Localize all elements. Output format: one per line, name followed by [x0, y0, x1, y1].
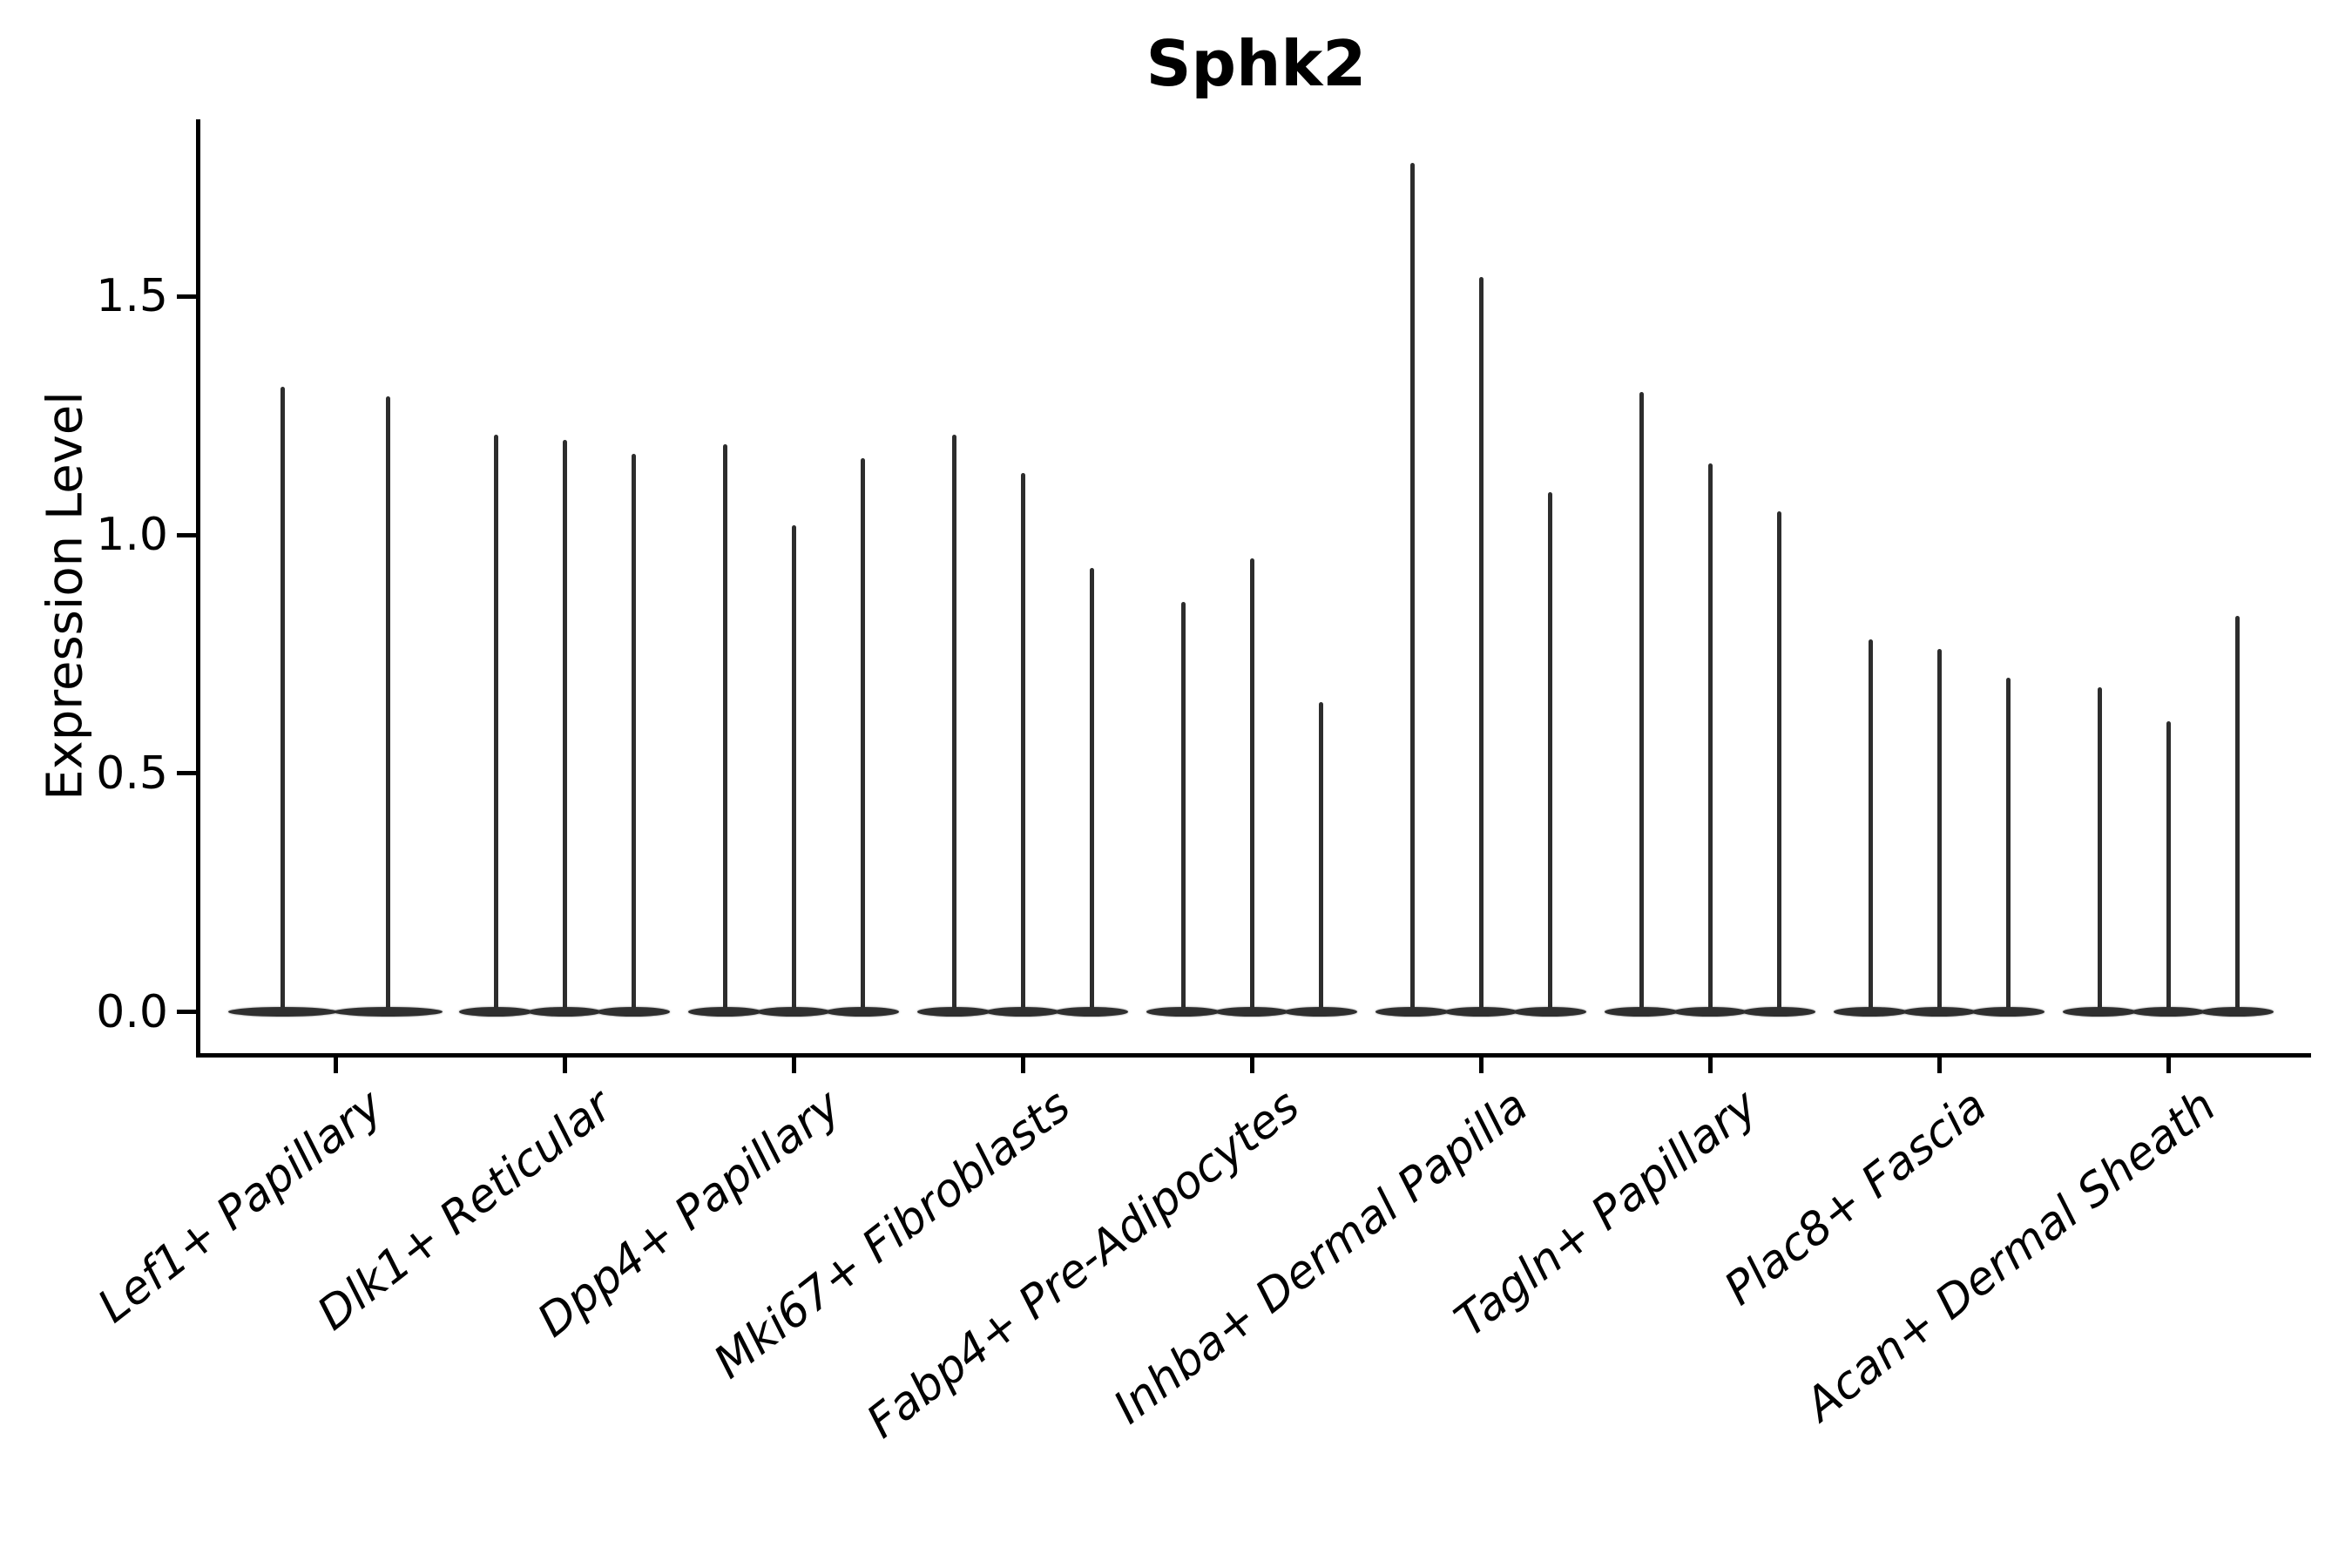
violin-base [2200, 1007, 2274, 1017]
violin-needle [860, 458, 865, 1012]
x-tick-mark [562, 1053, 567, 1073]
violin-needle [1249, 558, 1254, 1012]
y-tick-label: 0.0 [96, 985, 168, 1038]
x-tick-mark [1020, 1053, 1025, 1073]
y-tick-label: 1.5 [96, 270, 168, 323]
x-tick-label: Acan+ Dermal Sheath [1795, 1079, 2226, 1432]
violin-base [1903, 1007, 1976, 1017]
violin-base [688, 1007, 761, 1017]
violin-base [986, 1007, 1059, 1017]
violin-base [528, 1007, 601, 1017]
x-tick-mark [1936, 1053, 1942, 1073]
x-tick-label: Inhba+ Dermal Papilla [1105, 1079, 1538, 1435]
violin-needle [1776, 510, 1781, 1012]
violin-base [228, 1007, 337, 1017]
violin-base [1605, 1007, 1678, 1017]
y-tick-label: 0.5 [96, 747, 168, 800]
violin-base [597, 1007, 670, 1017]
violin-needle [2234, 616, 2240, 1012]
chart-title: Sphk2 [1146, 27, 1367, 100]
x-tick-mark [333, 1053, 338, 1073]
violin-needle [791, 525, 796, 1012]
x-tick-mark [1707, 1053, 1713, 1073]
y-tick-mark [177, 532, 198, 537]
violin-base [1146, 1007, 1220, 1017]
violin-needle [2166, 720, 2171, 1012]
violin-base [459, 1007, 532, 1017]
violin-needle [1020, 472, 1025, 1012]
violin-base [1284, 1007, 1357, 1017]
violin-needle [1868, 639, 1873, 1012]
violin-needle [1180, 601, 1186, 1012]
violin-needle [493, 435, 498, 1012]
violin-base [1834, 1007, 1907, 1017]
violin-needle [1547, 491, 1552, 1012]
violin-base [757, 1007, 830, 1017]
violin-needle [1478, 277, 1484, 1012]
violin-base [334, 1007, 443, 1017]
violin-base [1444, 1007, 1517, 1017]
violin-needle [280, 387, 285, 1012]
violin-needle [1409, 162, 1415, 1012]
violin-base [1055, 1007, 1128, 1017]
violin-needle [631, 453, 636, 1012]
violin-needle [1639, 391, 1644, 1012]
violin-base [1742, 1007, 1815, 1017]
violin-base [1215, 1007, 1288, 1017]
violin-base [917, 1007, 990, 1017]
violin-needle [1089, 568, 1094, 1012]
violin-needle [562, 439, 567, 1012]
violin-base [1375, 1007, 1449, 1017]
y-tick-mark [177, 1010, 198, 1014]
y-axis-label: Expression Level [37, 391, 94, 801]
y-axis-spine [196, 119, 200, 1058]
x-tick-mark [1249, 1053, 1254, 1073]
x-tick-label: Fabp4+ Pre-Adipocytes [857, 1079, 1309, 1449]
y-tick-mark [177, 771, 198, 776]
violin-base [2132, 1007, 2205, 1017]
y-tick-mark [177, 294, 198, 299]
violin-needle [722, 443, 727, 1012]
x-tick-mark [791, 1053, 796, 1073]
violin-needle [1318, 701, 1323, 1012]
x-tick-mark [1478, 1053, 1484, 1073]
violin-needle [1936, 649, 1942, 1012]
violin-needle [2005, 678, 2011, 1012]
violin-base [1513, 1007, 1586, 1017]
x-tick-mark [2166, 1053, 2171, 1073]
violin-needle [386, 396, 390, 1012]
violin-base [1971, 1007, 2044, 1017]
violin-base [2063, 1007, 2136, 1017]
y-tick-label: 1.0 [96, 509, 168, 561]
violin-base [1673, 1007, 1747, 1017]
violin-needle [951, 435, 956, 1012]
violin-base [826, 1007, 899, 1017]
violin-needle [2097, 687, 2102, 1012]
violin-needle [1707, 463, 1713, 1012]
